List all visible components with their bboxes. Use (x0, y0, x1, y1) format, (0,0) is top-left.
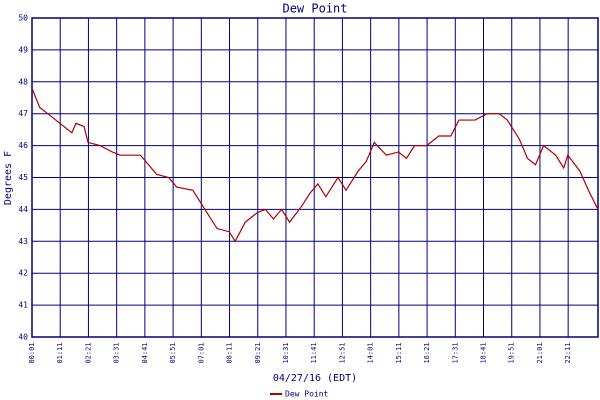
x-tick-label: 17:31 (451, 342, 459, 363)
chart-title: Dew Point (282, 2, 347, 16)
x-tick-label: 08:11 (226, 342, 234, 363)
y-tick-label: 43 (18, 237, 28, 246)
x-tick-label: 03:31 (113, 342, 121, 363)
x-tick-label: 16:21 (423, 342, 431, 363)
y-tick-label: 42 (18, 269, 28, 278)
x-tick-label: 00:01 (28, 342, 36, 363)
x-tick-label: 09:21 (254, 342, 262, 363)
y-tick-label: 44 (18, 205, 28, 214)
x-tick-label: 21:01 (536, 342, 544, 363)
x-tick-label: 12:51 (338, 342, 346, 363)
x-tick-label: 18:41 (480, 342, 488, 363)
x-tick-label: 01:11 (56, 342, 64, 363)
x-tick-label: 10:31 (282, 342, 290, 363)
legend-label: Dew Point (285, 390, 329, 399)
data-line (31, 87, 599, 243)
y-tick-label: 47 (18, 109, 28, 118)
y-tick-label: 40 (18, 333, 28, 342)
x-tick-label: 11:41 (310, 342, 318, 363)
x-tick-label: 05:51 (169, 342, 177, 363)
y-tick-label: 45 (18, 173, 28, 182)
plot-frame (31, 17, 599, 338)
y-tick-label: 50 (18, 14, 28, 23)
y-axis-label: Degrees F (3, 151, 14, 205)
x-tick-label: 02:21 (84, 342, 92, 363)
y-tick-label: 46 (18, 141, 28, 150)
y-tick-label: 41 (18, 301, 28, 310)
y-tick-label: 49 (18, 45, 28, 54)
x-tick-label: 15:11 (395, 342, 403, 363)
x-axis-label: 04/27/16 (EDT) (273, 373, 357, 384)
x-tick-label: 19:51 (508, 342, 516, 363)
x-tick-label: 14:01 (367, 342, 375, 363)
x-tick-label: 04:41 (141, 342, 149, 363)
x-tick-label: 07:01 (197, 342, 205, 363)
x-tick-label: 22:11 (564, 342, 572, 363)
y-tick-label: 48 (18, 77, 28, 86)
